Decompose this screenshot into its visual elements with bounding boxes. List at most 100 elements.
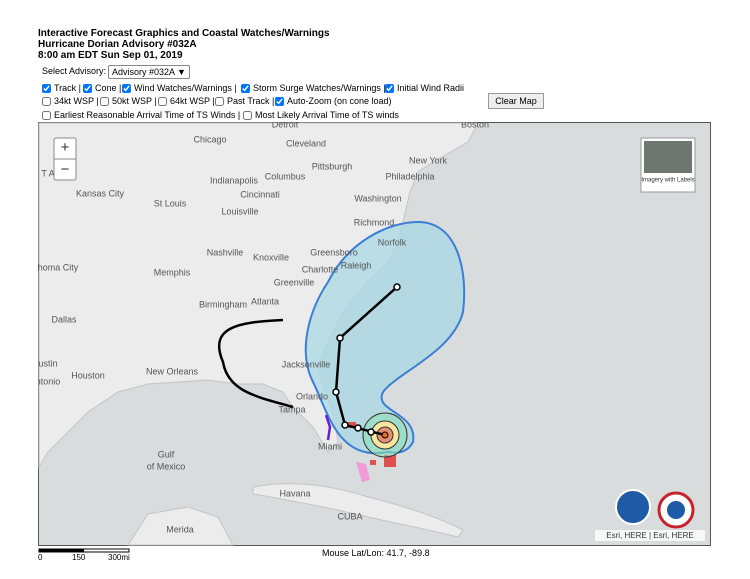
place-label: Jacksonville <box>282 359 331 369</box>
track-point <box>341 421 349 429</box>
scale-label: 300mi <box>108 553 130 562</box>
place-label: Philadelphia <box>385 171 434 181</box>
layer-checkbox[interactable] <box>241 83 250 93</box>
place-labels: Detroit Boston Chicago Cleveland Pittsburgh N… <box>38 122 489 534</box>
place-label: Richmond <box>354 217 395 227</box>
place-label: Knoxville <box>253 252 289 262</box>
layer-option[interactable]: Auto-Zoom (on cone load) <box>275 96 392 106</box>
layer-option[interactable]: Wind Watches/Warnings | <box>122 83 237 93</box>
layer-option[interactable]: Storm Surge Watches/Warnings | <box>241 83 386 93</box>
surge-warning <box>348 422 356 428</box>
layer-label: Initial Wind Radii <box>397 83 465 93</box>
zoom-out[interactable]: − <box>61 161 70 178</box>
forecast-cone <box>304 220 466 455</box>
page-title: Interactive Forecast Graphics and Coasta… <box>38 28 330 39</box>
layer-option[interactable]: 50kt WSP | <box>100 96 157 106</box>
place-label: T A <box>41 168 54 178</box>
layer-checkbox[interactable] <box>42 110 51 120</box>
layer-checkbox[interactable] <box>100 96 109 106</box>
place-label: CUBA <box>337 511 362 521</box>
place-label: Columbus <box>265 171 306 181</box>
surge-warning <box>384 455 396 467</box>
place-label: Havana <box>279 488 310 498</box>
place-label: Nashville <box>207 247 244 257</box>
advisory-time: 8:00 am EDT Sun Sep 01, 2019 <box>38 50 183 61</box>
place-label: Dallas <box>51 314 77 324</box>
layer-option[interactable]: 64kt WSP | <box>158 96 215 106</box>
layer-option[interactable]: Past Track | <box>215 96 274 106</box>
layer-label: 64kt WSP | <box>170 96 215 106</box>
layer-label: Track | <box>54 83 82 93</box>
layer-option[interactable]: Initial Wind Radii <box>385 83 464 93</box>
noaa-logo <box>615 489 651 525</box>
place-label: Raleigh <box>341 260 372 270</box>
storm-center <box>381 431 389 439</box>
place-label: ntonio <box>38 376 60 386</box>
place-label: Louisville <box>221 206 258 216</box>
layer-label: Earliest Reasonable Arrival Time of TS W… <box>54 110 241 120</box>
layer-checkbox[interactable] <box>122 83 131 93</box>
warning-line <box>324 414 332 441</box>
layer-label: Past Track | <box>227 96 275 106</box>
place-label: Washington <box>354 193 401 203</box>
track-point <box>332 388 340 396</box>
nws-logo-center <box>667 501 685 519</box>
basemap-label: Imagery with Labels <box>641 178 694 184</box>
place-label: Greenville <box>274 277 315 287</box>
scale-label: 0 <box>38 553 43 562</box>
place-label: Kansas City <box>76 188 125 198</box>
zoom-in[interactable]: + <box>61 139 70 156</box>
layer-checkbox[interactable] <box>158 96 167 106</box>
layer-label: Cone | <box>95 83 122 93</box>
attribution: Esri, HERE | Esri, HERE <box>606 531 693 540</box>
mouse-position: Mouse Lat/Lon: 41.7, -89.8 <box>322 548 430 558</box>
layer-label: Wind Watches/Warnings | <box>134 83 237 93</box>
place-label: Orlando <box>296 391 328 401</box>
layer-option[interactable]: 34kt WSP | <box>42 96 99 106</box>
clear-map-button[interactable]: Clear Map <box>488 93 544 109</box>
place-label: ustin <box>38 358 57 368</box>
layer-checkbox[interactable] <box>215 96 224 106</box>
place-label: Gulf <box>158 449 175 459</box>
layer-label: Most Likely Arrival Time of TS winds <box>255 110 399 120</box>
layer-option[interactable]: Earliest Reasonable Arrival Time of TS W… <box>42 110 240 120</box>
drawn-line <box>217 318 294 409</box>
watch-area <box>356 462 370 482</box>
layer-checkbox[interactable] <box>83 83 92 93</box>
place-label: Cincinnati <box>240 189 280 199</box>
place-label: Houston <box>71 370 105 380</box>
place-label: Tampa <box>278 404 305 414</box>
place-label: New Orleans <box>146 366 199 376</box>
track-points <box>332 283 401 436</box>
scale-bar <box>38 548 130 553</box>
land <box>252 483 464 538</box>
advisory-select[interactable]: Advisory #032A ▼ <box>108 65 190 79</box>
place-label: Chicago <box>193 134 226 144</box>
land <box>127 506 234 546</box>
place-label: Pittsburgh <box>312 161 353 171</box>
layer-checkbox[interactable] <box>243 110 252 120</box>
track-point <box>354 424 362 432</box>
place-label: Greensboro <box>310 247 358 257</box>
place-label: Miami <box>318 441 342 451</box>
advisory-title: Hurricane Dorian Advisory #032A <box>38 39 197 50</box>
layer-option[interactable]: Cone | <box>83 83 121 93</box>
layer-option[interactable]: Track | <box>42 83 81 93</box>
layer-label: Auto-Zoom (on cone load) <box>287 96 392 106</box>
place-label: Memphis <box>154 267 191 277</box>
place-label: St Louis <box>154 198 187 208</box>
layer-checkbox[interactable] <box>42 96 51 106</box>
track-point <box>367 428 375 436</box>
place-label: Detroit <box>272 122 299 129</box>
layer-checkbox[interactable] <box>42 83 51 93</box>
place-label: Charlotte <box>302 264 339 274</box>
layer-checkbox[interactable] <box>275 96 284 106</box>
layer-label: Storm Surge Watches/Warnings | <box>253 83 386 93</box>
layer-option[interactable]: Most Likely Arrival Time of TS winds <box>243 110 399 120</box>
basemap-thumbnail <box>644 141 692 173</box>
place-label: Atlanta <box>251 296 279 306</box>
place-label: Cleveland <box>286 138 326 148</box>
place-label: of Mexico <box>147 461 186 471</box>
map[interactable]: Detroit Boston Chicago Cleveland Pittsburgh N… <box>38 122 711 546</box>
layer-checkbox[interactable] <box>385 83 394 93</box>
